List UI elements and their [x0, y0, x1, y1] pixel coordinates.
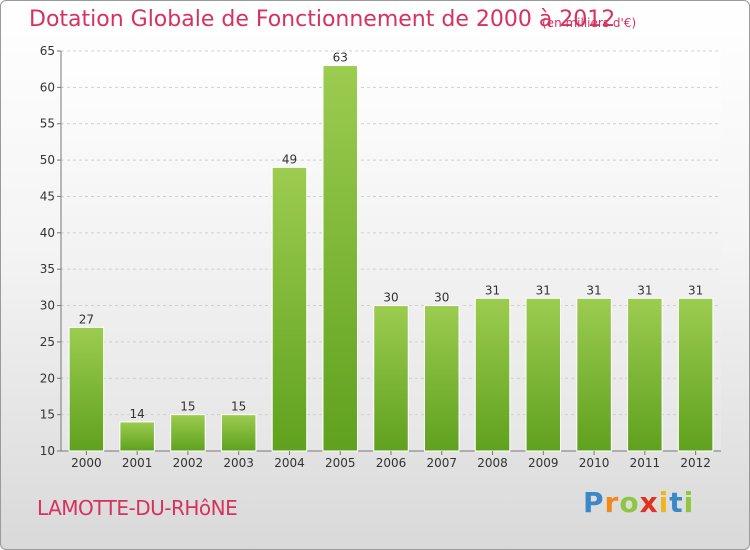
logo-letter: i	[683, 486, 695, 519]
commune-name: LAMOTTE-DU-RHôNE	[37, 496, 238, 520]
bar	[576, 297, 612, 452]
bar-value-label: 27	[79, 312, 94, 326]
y-tick-label: 20	[40, 371, 55, 385]
bar	[68, 326, 105, 452]
logo-letter: o	[619, 486, 640, 519]
bar-value-label: 31	[586, 283, 601, 297]
bar	[220, 414, 257, 452]
y-tick-label: 25	[40, 335, 55, 349]
bar-value-label: 31	[637, 283, 652, 297]
logo-letter: r	[604, 486, 620, 519]
chart-subtitle: (en milliers d'€)	[542, 16, 637, 30]
bar-value-label: 49	[282, 152, 297, 166]
bar-value-label: 31	[536, 283, 551, 297]
bar-value-label: 63	[333, 51, 348, 65]
bar	[677, 297, 714, 452]
bar	[322, 65, 358, 452]
bar	[373, 305, 409, 452]
bar	[424, 305, 460, 452]
bar-value-label: 14	[130, 407, 145, 421]
bar-value-label: 31	[485, 283, 500, 297]
x-tick-label: 2004	[274, 456, 305, 470]
x-tick-label: 2001	[122, 456, 153, 470]
x-tick-label: 2008	[477, 456, 508, 470]
y-tick-label: 60	[40, 80, 55, 94]
x-tick-label: 2006	[376, 456, 407, 470]
bar-value-label: 31	[688, 283, 703, 297]
y-tick-label: 10	[40, 444, 55, 458]
plot-area: 10 15 20 25 30 35 40 45 50 55 60 65 27 2000 14 2001 15 20…	[40, 44, 721, 470]
y-tick-label: 50	[40, 153, 55, 167]
x-tick-label: 2005	[325, 456, 356, 470]
x-tick-label: 2012	[680, 456, 711, 470]
x-tick-label: 2010	[579, 456, 610, 470]
bar	[170, 414, 206, 452]
y-tick-label: 30	[40, 299, 55, 313]
y-tick-label: 35	[40, 262, 55, 276]
x-tick-label: 2009	[528, 456, 559, 470]
y-tick-label: 65	[40, 44, 55, 58]
logo-letter: i	[658, 486, 670, 519]
bar-value-label: 15	[180, 400, 195, 414]
logo-letter: t	[669, 486, 684, 519]
logo-letter: x	[639, 486, 659, 519]
x-tick-label: 2011	[630, 456, 661, 470]
x-tick-label: 2002	[173, 456, 204, 470]
bar	[474, 297, 511, 452]
bar	[627, 297, 663, 452]
bar-value-label: 30	[383, 291, 398, 305]
bar-value-label: 30	[434, 291, 449, 305]
y-tick-label: 40	[40, 226, 55, 240]
logo-letter: P	[583, 486, 605, 519]
bar	[119, 421, 155, 452]
bar	[271, 166, 308, 452]
bar	[525, 297, 562, 452]
x-tick-label: 2000	[71, 456, 102, 470]
y-tick-label: 55	[40, 117, 55, 131]
x-tick-label: 2007	[426, 456, 457, 470]
bar-value-label: 15	[231, 400, 246, 414]
chart-title: Dotation Globale de Fonctionnement de 20…	[29, 7, 616, 32]
proxiti-logo: Proxiti	[583, 486, 694, 519]
y-tick-label: 45	[40, 189, 55, 203]
x-tick-label: 2003	[223, 456, 254, 470]
y-tick-label: 15	[40, 408, 55, 422]
